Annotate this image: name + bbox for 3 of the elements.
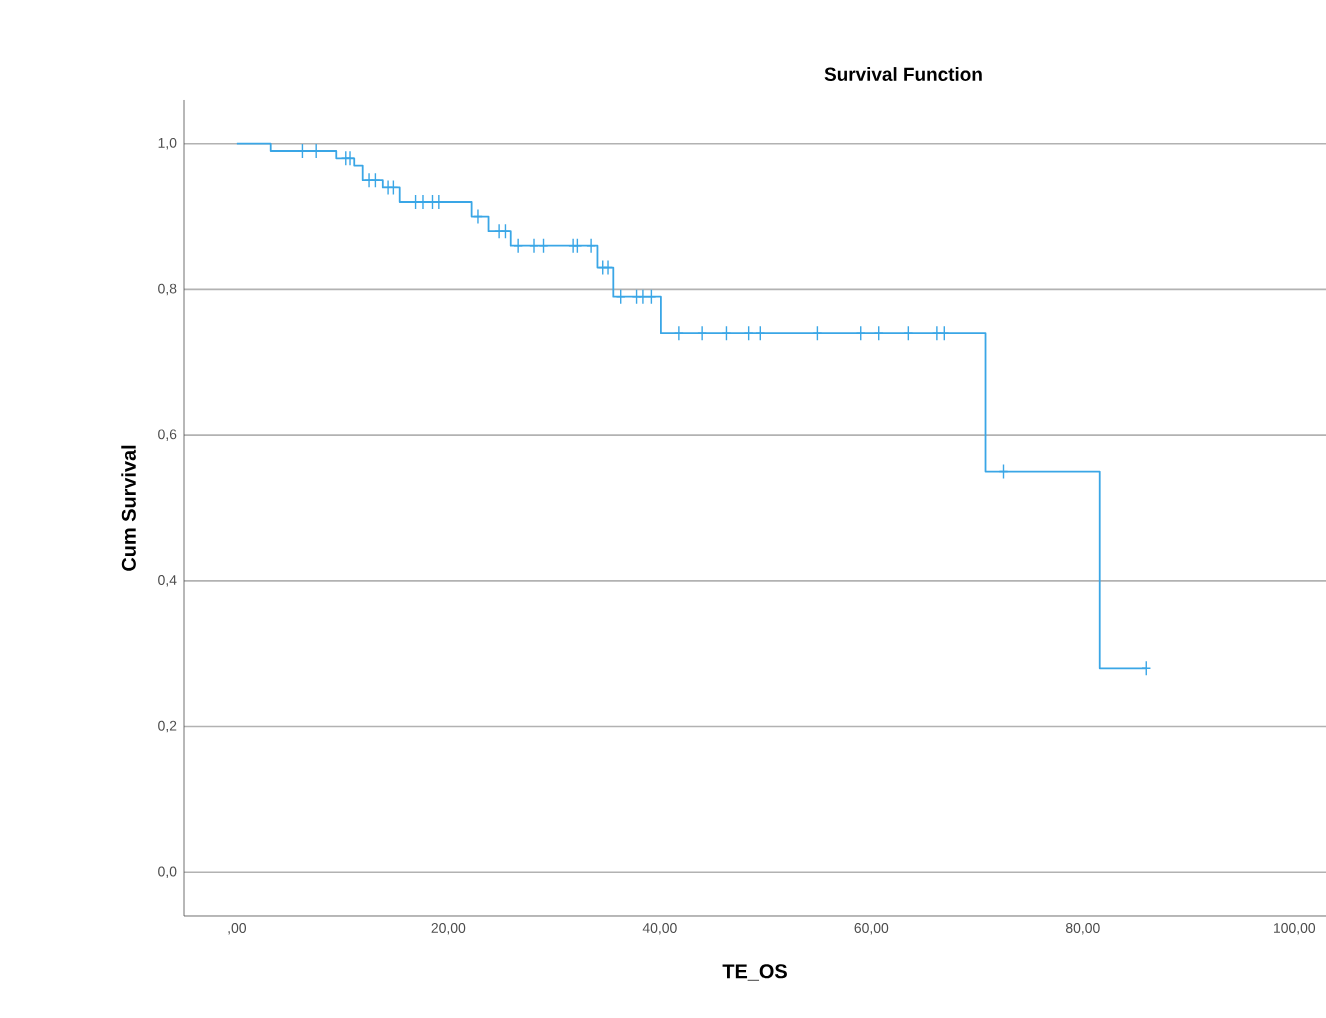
x-axis-title: TE_OS [722, 964, 787, 981]
chart-title: Survival Function [824, 67, 982, 81]
y-axis-title: Cum Survival [121, 445, 136, 571]
